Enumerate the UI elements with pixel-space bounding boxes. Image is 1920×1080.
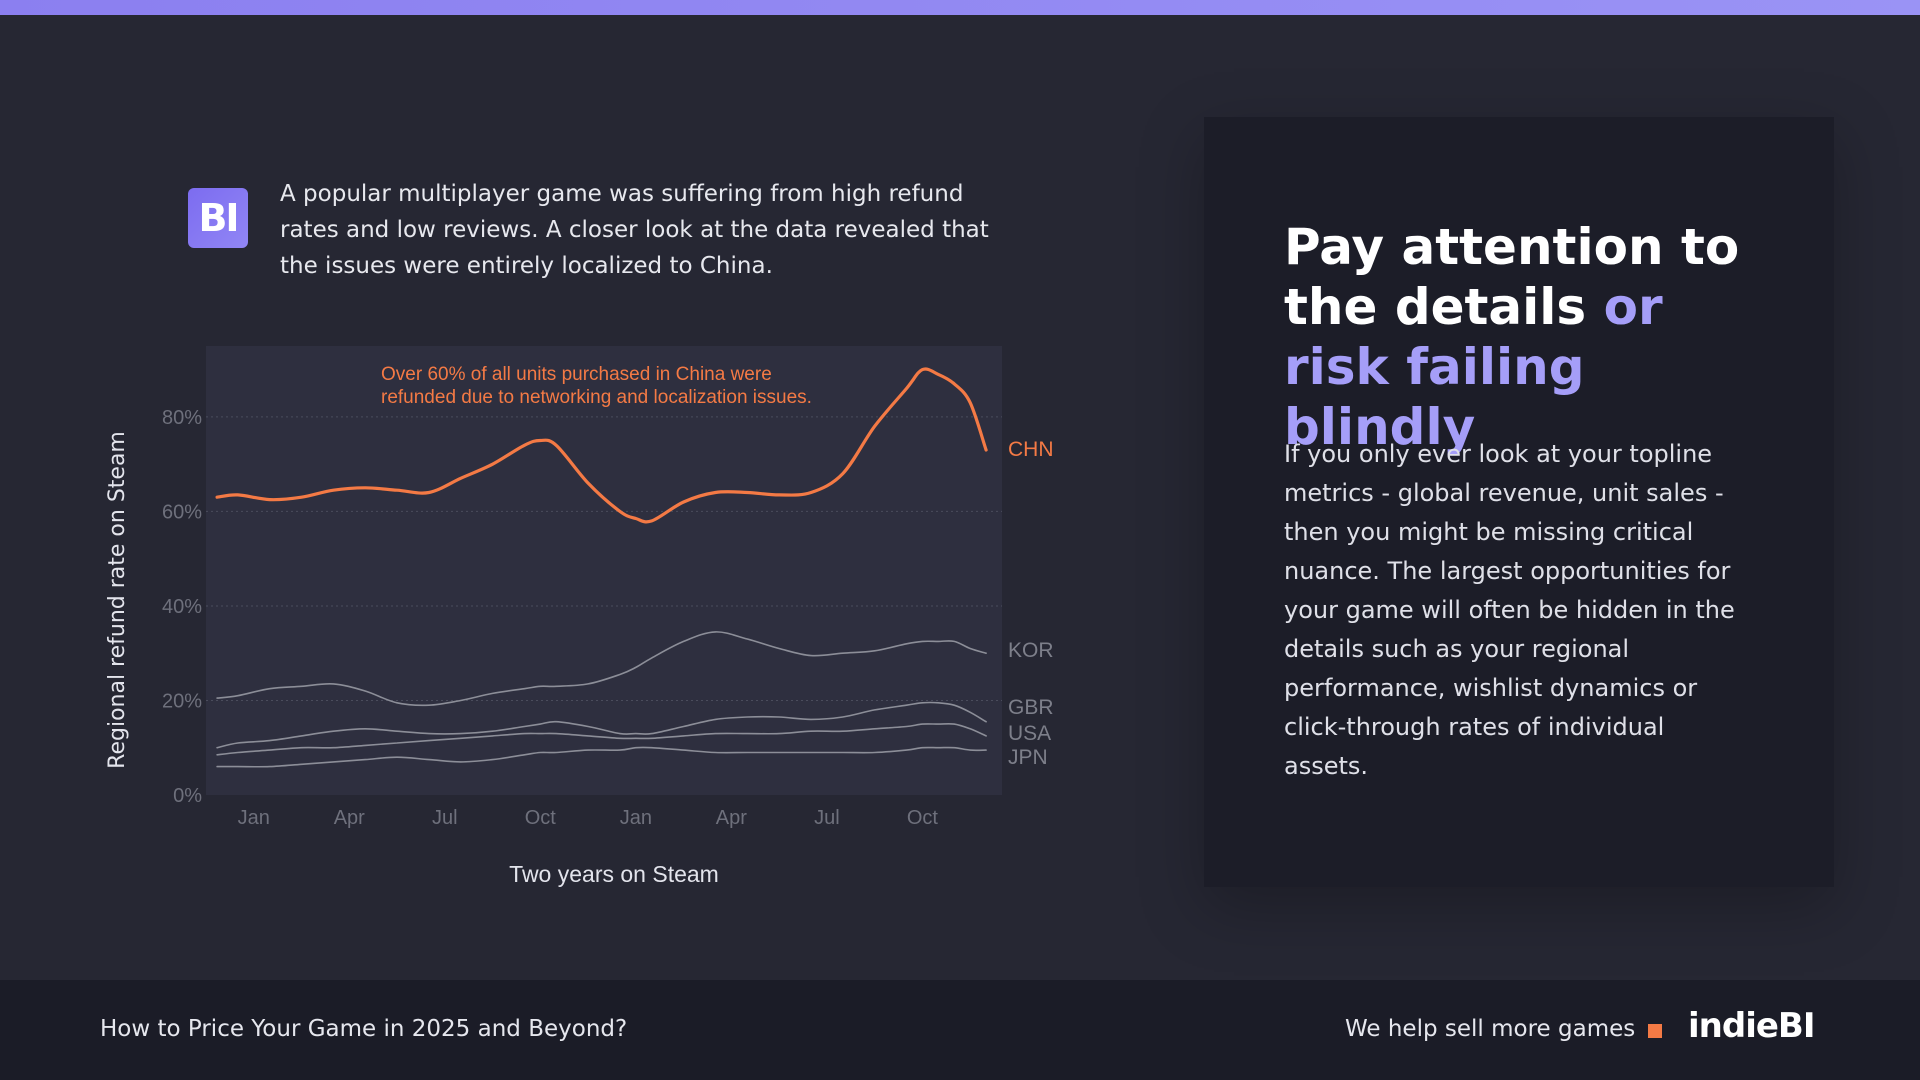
x-tick-label: Jul xyxy=(814,807,840,829)
series-line-usa xyxy=(216,722,987,756)
series-line-chn xyxy=(215,367,988,524)
footer-tagline: We help sell more games xyxy=(1345,1016,1636,1042)
x-tick-label: Oct xyxy=(907,807,939,829)
intro-text: A popular multiplayer game was suffering… xyxy=(280,181,989,279)
panel-body: If you only ever look at your topline me… xyxy=(1284,440,1735,780)
series-line-gbr xyxy=(216,701,987,749)
y-axis-label: Regional refund rate on Steam xyxy=(105,431,130,769)
plot-area xyxy=(206,346,1002,795)
y-tick-label: 40% xyxy=(162,596,202,618)
y-tick-label: 0% xyxy=(173,785,202,807)
headline-plain: Pay attention to the details xyxy=(1284,218,1740,336)
footer-square-icon xyxy=(1648,1024,1662,1038)
chart-svg: 0%20%40%60%80% Jan Apr Jul Oct Jan Apr Jul Oct … xyxy=(105,346,1054,887)
series-lines xyxy=(215,367,988,768)
x-tick-label: Jul xyxy=(432,807,458,829)
annotation-line-2: refunded due to networking and localizat… xyxy=(381,387,812,408)
brand-logo: indieBI xyxy=(1688,1006,1815,1046)
footer: How to Price Your Game in 2025 and Beyon… xyxy=(0,980,1920,1080)
series-label-kor: KOR xyxy=(1008,639,1054,662)
x-axis-label: Two years on Steam xyxy=(509,861,719,887)
indiebi-logo-badge: BI xyxy=(188,188,248,248)
insight-panel: Pay attention to the details or risk fai… xyxy=(1204,117,1834,887)
annotation-line-1: Over 60% of all units purchased in China… xyxy=(381,364,772,385)
y-tick-label: 20% xyxy=(162,690,202,712)
y-axis-ticks: 0% 20% 40% 60% 80% xyxy=(162,407,202,807)
chart: 0% 20% 40% 60% 80% Jan Apr Jul Oct Jan Apr Jul Oct … xyxy=(105,346,1054,887)
series-line-jpn xyxy=(216,746,987,768)
panel-headline: Pay attention to the details or risk fai… xyxy=(1284,217,1764,457)
y-tick-label: 60% xyxy=(162,501,202,523)
top-accent-bar xyxy=(0,0,1920,15)
x-tick-label: Apr xyxy=(716,807,747,829)
series-label-gbr: GBR xyxy=(1008,696,1054,719)
x-tick-label: Oct xyxy=(525,807,557,829)
x-tick-label: Jan xyxy=(620,807,652,829)
y-tick-label: 80% xyxy=(162,407,202,429)
x-axis-ticks: Jan Apr Jul Oct Jan Apr Jul Oct xyxy=(238,807,939,829)
x-tick-label: Apr xyxy=(334,807,365,829)
footer-title: How to Price Your Game in 2025 and Beyon… xyxy=(100,1016,628,1042)
series-line-kor xyxy=(216,631,987,707)
x-tick-label: Jan xyxy=(238,807,270,829)
series-label-chn: CHN xyxy=(1008,438,1054,461)
series-label-jpn: JPN xyxy=(1008,746,1048,769)
series-label-usa: USA xyxy=(1008,722,1051,745)
headline-accent: or risk failing blindly xyxy=(1284,278,1663,456)
